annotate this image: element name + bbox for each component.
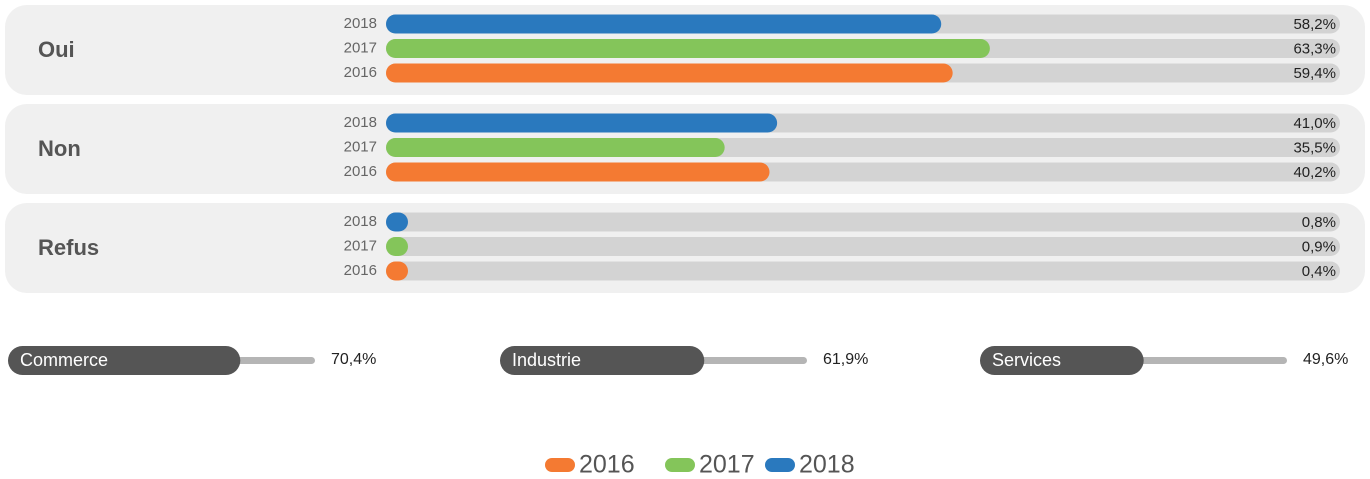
series-label: 2018 [344, 15, 377, 32]
category-label: Industrie [512, 350, 581, 370]
series-label: 2018 [344, 213, 377, 230]
category-label: Non [38, 136, 81, 161]
value-label: 59,4% [1293, 65, 1336, 82]
value-label: 49,6% [1303, 351, 1348, 368]
value-label: 61,9% [823, 351, 868, 368]
bar [386, 39, 990, 58]
legend-label: 2016 [579, 451, 635, 479]
category-label: Oui [38, 37, 75, 62]
value-label: 35,5% [1293, 139, 1336, 156]
value-label: 40,2% [1293, 164, 1336, 181]
category-label: Commerce [20, 350, 108, 370]
legend-swatch [545, 458, 575, 472]
legend-label: 2018 [799, 451, 855, 479]
value-label: 0,9% [1302, 238, 1336, 255]
value-label: 58,2% [1293, 16, 1336, 33]
bar [500, 346, 705, 375]
legend-label: 2017 [699, 451, 755, 479]
bar [386, 212, 408, 232]
legend-swatch [665, 458, 695, 472]
bar [386, 261, 408, 281]
track [386, 237, 1340, 256]
series-label: 2016 [344, 64, 377, 81]
series-label: 2016 [344, 262, 377, 279]
category-label: Refus [38, 235, 99, 260]
value-label: 41,0% [1293, 115, 1336, 132]
bar [386, 113, 778, 133]
value-label: 0,4% [1302, 263, 1336, 280]
bar [386, 14, 942, 34]
series-label: 2017 [344, 138, 377, 155]
bar [386, 162, 770, 182]
bar [386, 237, 408, 256]
value-label: 63,3% [1293, 40, 1336, 57]
bar [386, 63, 953, 83]
bar [8, 346, 241, 375]
track [386, 261, 1340, 281]
legend-swatch [765, 458, 795, 472]
series-label: 2017 [344, 39, 377, 56]
track [386, 212, 1340, 232]
value-label: 0,8% [1302, 214, 1336, 231]
series-label: 2016 [344, 163, 377, 180]
series-label: 2018 [344, 114, 377, 131]
category-label: Services [992, 350, 1061, 370]
value-label: 70,4% [331, 351, 376, 368]
series-label: 2017 [344, 237, 377, 254]
bar [980, 346, 1144, 375]
bar [386, 138, 725, 157]
